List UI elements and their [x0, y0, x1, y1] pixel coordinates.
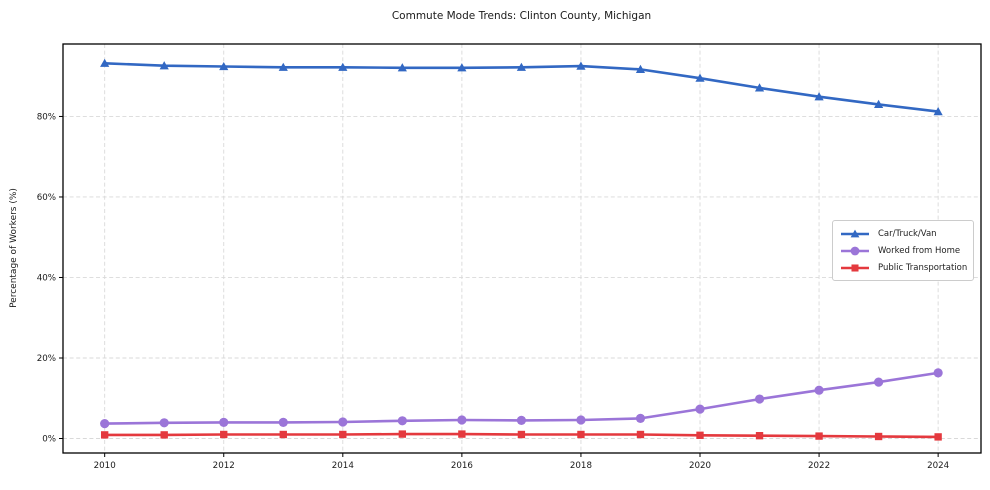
data-point-worked-from-home	[516, 415, 527, 425]
data-point-car-truck-van	[219, 61, 229, 71]
data-point-worked-from-home	[814, 385, 824, 395]
x-tick-label: 2018	[570, 461, 592, 471]
data-point-public-transportation	[577, 430, 585, 439]
data-point-public-transportation	[398, 430, 407, 438]
data-point-car-truck-van	[159, 61, 169, 70]
data-point-car-truck-van	[100, 58, 110, 67]
data-point-car-truck-van	[814, 92, 824, 101]
y-tick-label: 80%	[37, 112, 56, 122]
data-point-public-transportation	[636, 430, 645, 439]
data-point-worked-from-home	[576, 415, 586, 425]
data-point-public-transportation	[279, 430, 287, 439]
data-point-public-transportation	[874, 432, 883, 441]
legend-label: Car/Truck/Van	[878, 228, 937, 239]
y-tick-label: 0%	[42, 435, 56, 445]
data-point-public-transportation	[517, 430, 526, 439]
data-point-public-transportation	[815, 432, 823, 440]
x-tick-label: 2022	[808, 461, 830, 471]
data-point-public-transportation	[160, 431, 168, 439]
x-tick-label: 2016	[451, 461, 473, 471]
y-tick-label: 40%	[37, 273, 56, 283]
data-point-car-truck-van	[635, 64, 646, 73]
x-tick-label: 2010	[94, 461, 116, 471]
data-point-car-truck-van	[397, 63, 407, 72]
legend-label: Worked from Home	[878, 245, 961, 256]
legend-item-worked-from-home: Worked from Home	[840, 242, 967, 259]
legend: Car/Truck/Van Worked from Home Public Tran…	[832, 220, 974, 281]
legend-label: Public Transportation	[878, 262, 968, 273]
data-point-public-transportation	[339, 430, 347, 439]
x-tick-label: 2024	[927, 461, 950, 471]
data-point-car-truck-van	[338, 62, 348, 71]
data-point-worked-from-home	[159, 418, 169, 428]
data-point-public-transportation	[458, 430, 466, 438]
data-point-public-transportation	[696, 431, 704, 439]
x-tick-label: 2012	[213, 461, 235, 471]
legend-triangle-icon	[841, 229, 869, 237]
data-point-worked-from-home	[100, 419, 110, 429]
data-point-car-truck-van	[457, 63, 467, 72]
data-point-worked-from-home	[278, 417, 288, 428]
data-point-car-truck-van	[933, 107, 943, 116]
data-point-car-truck-van	[278, 62, 288, 71]
legend-circle-icon	[841, 246, 869, 255]
data-point-public-transportation	[220, 430, 228, 439]
legend-square-icon	[841, 263, 869, 272]
data-point-worked-from-home	[635, 413, 646, 423]
x-tick-label: 2014	[332, 461, 355, 471]
data-point-worked-from-home	[457, 415, 467, 425]
plot-frame	[62, 43, 982, 454]
data-point-car-truck-van	[874, 99, 884, 108]
data-point-car-truck-van	[695, 73, 705, 82]
data-point-worked-from-home	[874, 377, 884, 387]
chart-title: Commute Mode Trends: Clinton County, Mic…	[391, 10, 652, 22]
data-point-worked-from-home	[219, 417, 229, 428]
data-point-worked-from-home	[397, 416, 407, 426]
y-tick-label: 60%	[37, 193, 56, 203]
y-tick-label: 20%	[37, 354, 56, 364]
data-point-car-truck-van	[576, 61, 586, 70]
legend-item-car-truck-van: Car/Truck/Van	[840, 225, 967, 242]
data-point-public-transportation	[100, 431, 109, 439]
data-point-worked-from-home	[933, 368, 943, 378]
data-point-car-truck-van	[754, 83, 765, 92]
x-tick-label: 2020	[689, 461, 711, 471]
data-point-worked-from-home	[754, 394, 765, 404]
data-point-car-truck-van	[516, 62, 527, 71]
data-point-public-transportation	[755, 432, 764, 440]
data-point-public-transportation	[934, 433, 942, 441]
data-point-worked-from-home	[338, 417, 348, 427]
data-point-worked-from-home	[695, 404, 705, 414]
legend-item-public-transportation: Public Transportation	[840, 259, 967, 276]
